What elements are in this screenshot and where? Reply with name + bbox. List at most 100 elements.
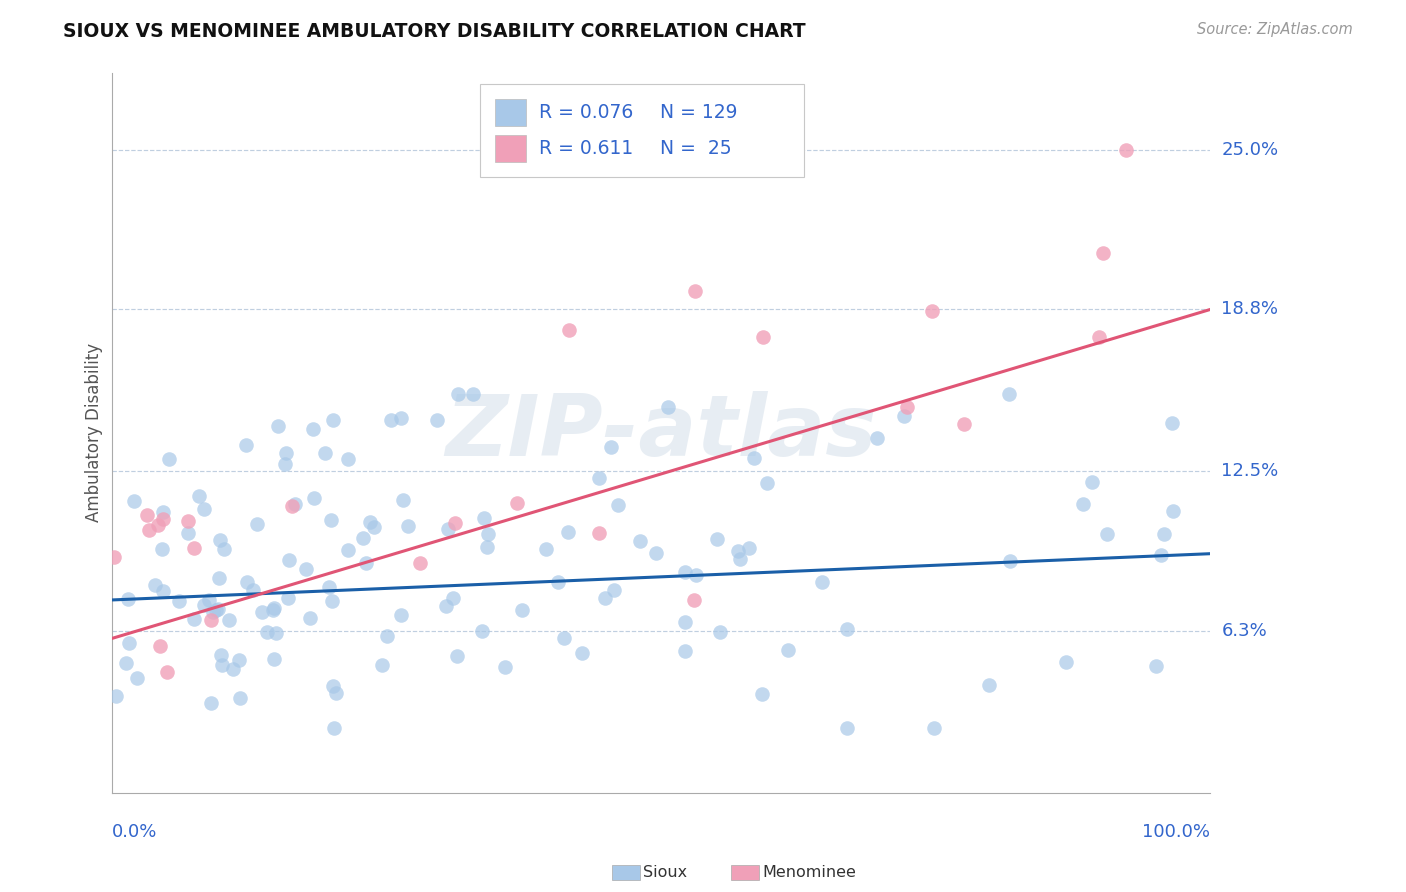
- Point: [1091, 246, 1114, 260]
- Bar: [495, 135, 526, 162]
- Point: [706, 532, 728, 546]
- Point: [363, 520, 385, 534]
- Point: [277, 591, 299, 606]
- Point: [242, 583, 264, 598]
- Point: [304, 491, 326, 505]
- Text: R = 0.611: R = 0.611: [538, 139, 633, 158]
- Point: [301, 422, 323, 436]
- Point: [837, 622, 859, 636]
- Point: [177, 525, 200, 540]
- Point: [893, 409, 915, 423]
- Point: [278, 552, 301, 566]
- Point: [434, 599, 457, 614]
- Point: [152, 512, 174, 526]
- Point: [117, 592, 139, 607]
- Point: [146, 517, 169, 532]
- Point: [593, 591, 616, 605]
- Point: [321, 513, 343, 527]
- Point: [103, 549, 125, 564]
- Point: [1088, 330, 1111, 344]
- Point: [510, 603, 533, 617]
- Point: [865, 431, 887, 445]
- Point: [117, 635, 139, 649]
- Point: [152, 583, 174, 598]
- Point: [105, 689, 128, 703]
- Point: [204, 603, 226, 617]
- Point: [138, 523, 160, 537]
- Point: [266, 625, 288, 640]
- Point: [683, 285, 706, 299]
- Point: [389, 410, 412, 425]
- Point: [1161, 504, 1184, 518]
- Point: [235, 575, 257, 590]
- Text: 18.8%: 18.8%: [1222, 301, 1278, 318]
- Point: [1054, 655, 1077, 669]
- Point: [409, 556, 432, 570]
- Point: [229, 690, 252, 705]
- Point: [425, 413, 447, 427]
- Point: [266, 419, 288, 434]
- Point: [477, 527, 499, 541]
- Point: [322, 413, 344, 427]
- Point: [188, 489, 211, 503]
- Point: [380, 413, 402, 427]
- Point: [752, 330, 775, 344]
- Point: [222, 662, 245, 676]
- Point: [371, 657, 394, 672]
- Point: [505, 496, 527, 510]
- Text: R = 0.076: R = 0.076: [538, 103, 633, 122]
- Point: [921, 303, 943, 318]
- Text: 0.0%: 0.0%: [111, 823, 157, 841]
- Point: [156, 665, 179, 680]
- Point: [471, 624, 494, 638]
- Point: [447, 387, 470, 401]
- Text: Menominee: Menominee: [762, 865, 856, 880]
- Point: [811, 574, 834, 589]
- Point: [673, 615, 696, 630]
- Point: [321, 594, 343, 608]
- Point: [437, 522, 460, 536]
- Point: [202, 605, 225, 619]
- Point: [444, 516, 467, 530]
- Point: [197, 593, 219, 607]
- Point: [235, 437, 257, 451]
- Point: [477, 541, 499, 555]
- Point: [263, 651, 285, 665]
- Point: [214, 541, 236, 556]
- Point: [602, 582, 624, 597]
- Point: [588, 525, 610, 540]
- Point: [1150, 549, 1173, 563]
- Point: [389, 607, 412, 622]
- Point: [294, 562, 316, 576]
- Point: [207, 602, 229, 616]
- Point: [209, 533, 232, 548]
- Text: 25.0%: 25.0%: [1222, 141, 1278, 159]
- Text: N = 129: N = 129: [659, 103, 737, 122]
- Point: [256, 624, 278, 639]
- Point: [325, 686, 347, 700]
- Point: [778, 643, 800, 657]
- Point: [1144, 658, 1167, 673]
- Point: [157, 451, 180, 466]
- Point: [149, 639, 172, 653]
- Point: [953, 417, 976, 431]
- Point: [547, 574, 569, 589]
- Point: [588, 471, 610, 485]
- Y-axis label: Ambulatory Disability: Ambulatory Disability: [86, 343, 103, 523]
- Point: [115, 656, 138, 670]
- Point: [751, 687, 773, 701]
- Point: [675, 565, 697, 579]
- Point: [274, 457, 297, 471]
- Text: ZIP­atlas: ZIP­atlas: [446, 392, 877, 475]
- Point: [645, 546, 668, 560]
- Point: [1095, 527, 1118, 541]
- Point: [284, 497, 307, 511]
- Point: [446, 648, 468, 663]
- Point: [263, 601, 285, 615]
- Point: [682, 592, 704, 607]
- Point: [193, 502, 215, 516]
- Point: [441, 591, 464, 606]
- Point: [628, 533, 651, 548]
- Point: [250, 605, 273, 619]
- Point: [208, 571, 231, 585]
